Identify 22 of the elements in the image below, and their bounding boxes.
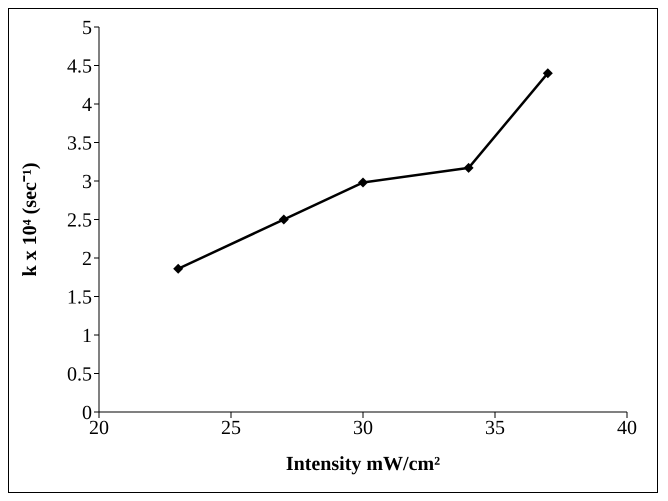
y-tick-label: 3 xyxy=(82,171,92,194)
x-tick-label: 35 xyxy=(485,417,505,440)
y-tick-label: 1 xyxy=(82,325,92,348)
point xyxy=(278,214,289,224)
x-axis-title: Intensity mW/cm² xyxy=(286,453,440,475)
point xyxy=(173,264,184,274)
x-tick-label: 30 xyxy=(353,417,373,440)
y-tick-label: 4.5 xyxy=(67,56,92,78)
y-tick-label: 5 xyxy=(82,17,92,40)
y-tick-label: 2 xyxy=(82,248,92,270)
y-tick-label: 3.5 xyxy=(67,132,92,155)
x-tick-label: 25 xyxy=(221,417,241,440)
y-tick-label: 4 xyxy=(82,94,92,116)
x-tick-label: 20 xyxy=(89,417,109,440)
point xyxy=(464,162,474,173)
y-tick-label: 1.5 xyxy=(67,286,92,309)
y-tick-label: 0.5 xyxy=(67,364,92,386)
y-axis-title: k x 10⁴ (sec⁻¹) xyxy=(19,162,42,276)
point xyxy=(542,68,553,78)
point xyxy=(358,178,368,188)
y-tick-label: 2.5 xyxy=(67,210,92,232)
x-tick-label: 40 xyxy=(617,417,637,440)
